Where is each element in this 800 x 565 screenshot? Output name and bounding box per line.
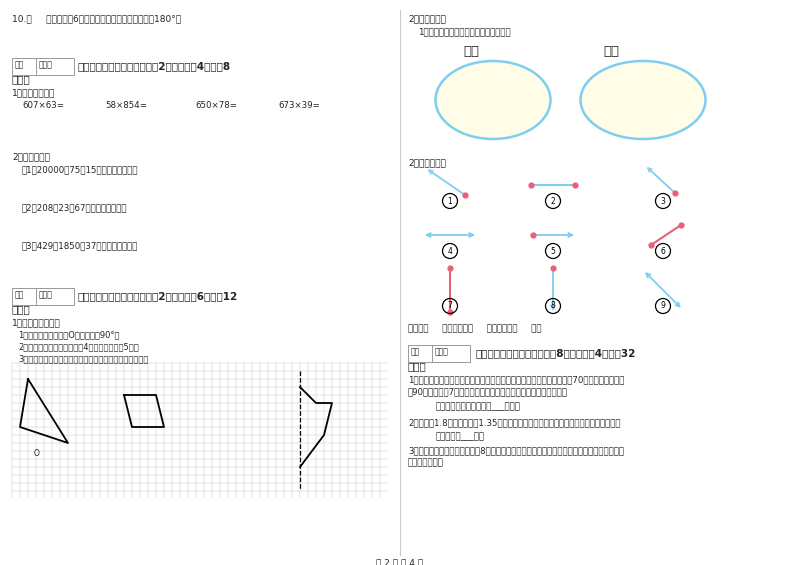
Text: 10.（     ）钟面上是6时整时，时针和分针所夹的角是180°。: 10.（ ）钟面上是6时整时，时针和分针所夹的角是180°。 bbox=[12, 14, 181, 23]
Text: 2．列式计算。: 2．列式计算。 bbox=[12, 152, 50, 161]
Text: 1．把下面的各角度数填入相应的圈里。: 1．把下面的各角度数填入相应的圈里。 bbox=[418, 27, 510, 36]
Text: 得分: 得分 bbox=[15, 290, 24, 299]
Text: （1）20000减75乘15的积，若是多少？: （1）20000减75乘15的积，若是多少？ bbox=[22, 165, 138, 174]
Ellipse shape bbox=[581, 61, 706, 139]
Text: 4: 4 bbox=[447, 246, 453, 255]
Text: 1、操作与探索题。: 1、操作与探索题。 bbox=[12, 318, 61, 327]
Ellipse shape bbox=[435, 61, 550, 139]
Text: 第 2 页 共 4 页: 第 2 页 共 4 页 bbox=[377, 558, 423, 565]
Text: 分）。: 分）。 bbox=[12, 74, 30, 84]
Text: 8: 8 bbox=[550, 302, 555, 311]
Text: 2: 2 bbox=[550, 197, 555, 206]
Text: 答：这时甲车离上海还有___千米。: 答：这时甲车离上海还有___千米。 bbox=[436, 402, 521, 411]
Text: 1．将下面三角形绕点O逆时针旋转90°。: 1．将下面三角形绕点O逆时针旋转90°。 bbox=[18, 330, 119, 339]
Text: 评卷人: 评卷人 bbox=[434, 347, 449, 356]
Bar bbox=[12, 58, 74, 75]
Text: 1: 1 bbox=[448, 197, 452, 206]
Text: （3）429加1850与37的商，和是多少？: （3）429加1850与37的商，和是多少？ bbox=[22, 241, 138, 250]
Text: 673×39=: 673×39= bbox=[278, 101, 320, 110]
Text: 7: 7 bbox=[447, 302, 453, 311]
Text: 长是多少厘米？: 长是多少厘米？ bbox=[408, 458, 444, 467]
Text: 钝角: 钝角 bbox=[603, 45, 619, 58]
Text: 四、看清题目，细心计算（共2小题，每题4分，共8: 四、看清题目，细心计算（共2小题，每题4分，共8 bbox=[78, 61, 231, 71]
Text: 3．一根铁丝可以围成一个边长8厘米的等边三角形，如果改围成一个正方形，那么正方形的边: 3．一根铁丝可以围成一个边长8厘米的等边三角形，如果改围成一个正方形，那么正方形… bbox=[408, 446, 624, 455]
Text: 2．将平行四边形先向下平移4格，再向右平移5格。: 2．将平行四边形先向下平移4格，再向右平移5格。 bbox=[18, 342, 138, 351]
Text: 得分: 得分 bbox=[411, 347, 420, 356]
Text: 3: 3 bbox=[661, 197, 666, 206]
Text: 6: 6 bbox=[661, 246, 666, 255]
Text: 1．列竖式计算。: 1．列竖式计算。 bbox=[12, 88, 55, 97]
Text: 分）。: 分）。 bbox=[12, 304, 30, 314]
Bar bbox=[408, 345, 470, 362]
Text: 锐角: 锐角 bbox=[463, 45, 479, 58]
Text: 评卷人: 评卷人 bbox=[38, 60, 53, 69]
Text: 五、认真思考，综合能力（共2小题，每题6分，共12: 五、认真思考，综合能力（共2小题，每题6分，共12 bbox=[78, 291, 238, 301]
Text: 607×63=: 607×63= bbox=[22, 101, 64, 110]
Text: O: O bbox=[34, 449, 40, 458]
Bar bbox=[12, 288, 74, 305]
Text: 5: 5 bbox=[550, 246, 555, 255]
Text: 1．甲乙两辆汽车同时从连云港出发，途经南京开往上海。甲车每小时行70千米，乙车每小时: 1．甲乙两辆汽车同时从连云港出发，途经南京开往上海。甲车每小时行70千米，乙车每… bbox=[408, 375, 624, 384]
Text: 2．书柜高1.8米，小兰身高1.35米，她站在凳子上刚好和书柜一样高，凳子高多少米？: 2．书柜高1.8米，小兰身高1.35米，她站在凳子上刚好和书柜一样高，凳子高多少… bbox=[408, 418, 621, 427]
Text: 650×78=: 650×78= bbox=[195, 101, 237, 110]
Text: 2．看图填空。: 2．看图填空。 bbox=[408, 158, 446, 167]
Text: 六、应用知识，解决问题（共8小题，每题4分，共32: 六、应用知识，解决问题（共8小题，每题4分，共32 bbox=[476, 348, 636, 358]
Text: 3．画出右边的图形的另一半，使它成为一个轴对称图形。: 3．画出右边的图形的另一半，使它成为一个轴对称图形。 bbox=[18, 354, 148, 363]
Text: 行90千米。经过7小时，乙车到达上海，这时甲车离上海还有多远？: 行90千米。经过7小时，乙车到达上海，这时甲车离上海还有多远？ bbox=[408, 387, 568, 396]
Text: 9: 9 bbox=[661, 302, 666, 311]
Text: 直线有（     ），射线有（     ），线段有（     ）。: 直线有（ ），射线有（ ），线段有（ ）。 bbox=[408, 324, 542, 333]
Text: 评卷人: 评卷人 bbox=[38, 290, 53, 299]
Text: 2、综合训练。: 2、综合训练。 bbox=[408, 14, 446, 23]
Text: 答：凳子高___米。: 答：凳子高___米。 bbox=[436, 432, 485, 441]
Text: 得分: 得分 bbox=[15, 60, 24, 69]
Text: （2）208乘23与67的和，积是多少？: （2）208乘23与67的和，积是多少？ bbox=[22, 203, 127, 212]
Text: 58×854=: 58×854= bbox=[105, 101, 147, 110]
Text: 分）。: 分）。 bbox=[408, 361, 426, 371]
